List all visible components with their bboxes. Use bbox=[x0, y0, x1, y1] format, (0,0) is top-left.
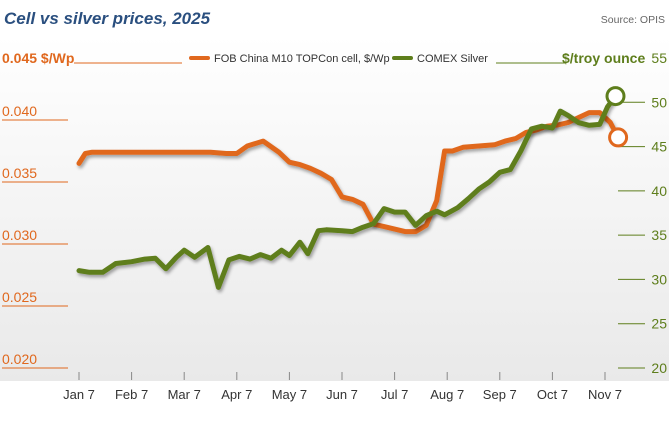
end-marker-cell bbox=[608, 127, 629, 148]
left-tick-label: 0.035 bbox=[2, 165, 37, 181]
right-tick-label: 35 bbox=[651, 227, 667, 243]
x-tick-label: Oct 7 bbox=[537, 387, 568, 402]
right-axis: 20 25 30 35 40 45 50 55 bbox=[618, 50, 667, 376]
legend-label-silver: COMEX Silver bbox=[417, 53, 488, 65]
x-tick-label: Sep 7 bbox=[483, 387, 517, 402]
x-tick-label: Aug 7 bbox=[430, 387, 464, 402]
right-tick-label: 50 bbox=[651, 94, 667, 110]
left-tick-label: 0.020 bbox=[2, 351, 37, 367]
x-tick-label: May 7 bbox=[272, 387, 307, 402]
x-tick-label: Jan 7 bbox=[63, 387, 95, 402]
x-tick-label: Mar 7 bbox=[168, 387, 201, 402]
left-tick-label: 0.040 bbox=[2, 103, 37, 119]
right-tick-label: 30 bbox=[651, 271, 667, 287]
end-marker-silver bbox=[605, 86, 626, 107]
plot-background bbox=[0, 36, 669, 381]
chart-source: Source: OPIS bbox=[601, 14, 665, 26]
left-tick-label: 0.025 bbox=[2, 289, 37, 305]
x-tick-label: Feb 7 bbox=[115, 387, 148, 402]
right-tick-label: 45 bbox=[651, 139, 667, 155]
end-markers bbox=[605, 86, 629, 148]
right-tick-label: 25 bbox=[651, 316, 667, 332]
legend-label-cell: FOB China M10 TOPCon cell, $/Wp bbox=[214, 53, 390, 65]
left-axis: 0.020 0.025 0.030 0.035 0.040 bbox=[2, 103, 68, 369]
chart-title: Cell vs silver prices, 2025 bbox=[4, 9, 211, 28]
series-line-silver bbox=[76, 93, 618, 290]
legend: FOB China M10 TOPCon cell, $/Wp COMEX Si… bbox=[189, 53, 488, 65]
x-tick-label: Jun 7 bbox=[326, 387, 358, 402]
x-tick-label: Jul 7 bbox=[381, 387, 408, 402]
series-layer bbox=[76, 93, 621, 290]
right-tick-label: 40 bbox=[651, 183, 667, 199]
left-tick-label: 0.030 bbox=[2, 227, 37, 243]
right-axis-top-label: $/troy ounce bbox=[562, 50, 645, 66]
x-axis: Jan 7 Feb 7 Mar 7 Apr 7 May 7 Jun 7 Jul 7 Aug 7… bbox=[63, 372, 622, 402]
left-axis-top-label: 0.045 $/Wp bbox=[2, 50, 74, 66]
x-tick-label: Nov 7 bbox=[588, 387, 622, 402]
x-tick-label: Apr 7 bbox=[221, 387, 252, 402]
right-tick-label: 55 bbox=[651, 50, 667, 66]
right-tick-label: 20 bbox=[651, 360, 667, 376]
